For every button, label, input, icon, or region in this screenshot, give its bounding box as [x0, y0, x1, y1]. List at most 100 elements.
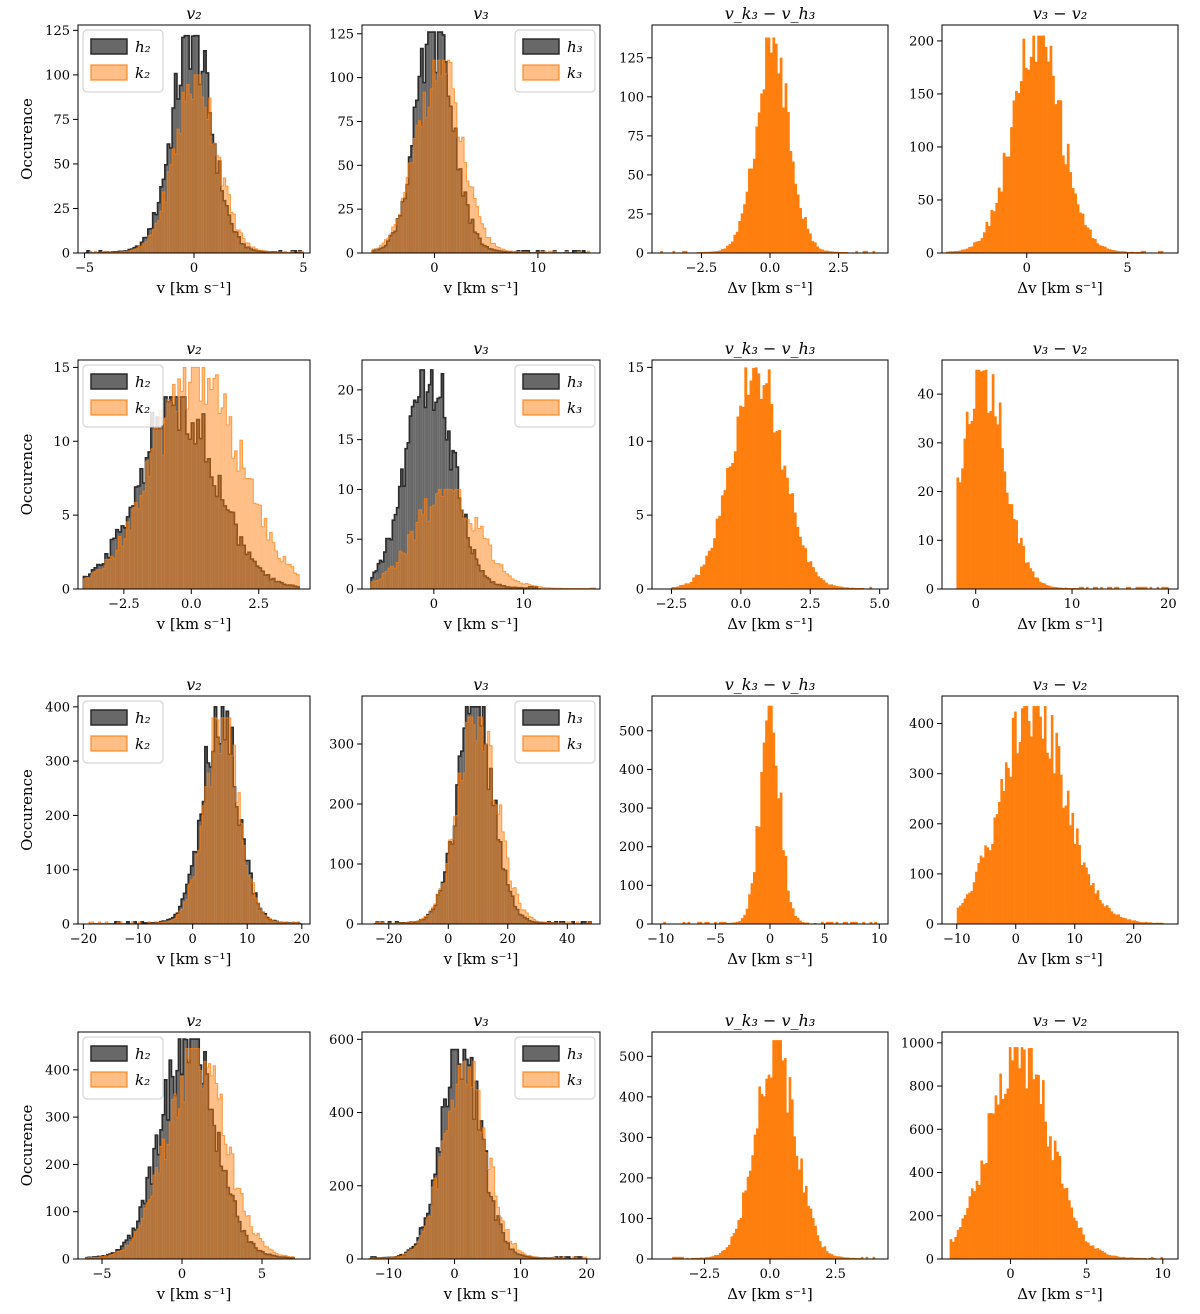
bar: [404, 554, 408, 589]
bar: [194, 367, 197, 589]
bar: [247, 1215, 251, 1259]
y-tick-label: 300: [329, 738, 354, 753]
bar: [493, 243, 496, 253]
y-tick-label: 400: [619, 1090, 644, 1105]
bar: [1113, 1255, 1116, 1259]
y-tick-label: 0: [62, 918, 70, 933]
bar: [150, 234, 153, 253]
bar: [488, 544, 492, 589]
bar: [1064, 587, 1068, 589]
bar: [726, 245, 729, 253]
bar: [723, 921, 727, 924]
x-axis-label: v [km s⁻¹]: [156, 1285, 232, 1303]
bar: [1039, 1104, 1043, 1259]
bar: [298, 251, 302, 253]
panel-title: v_k₃ − v_h₃: [725, 4, 815, 23]
bar: [985, 1162, 988, 1259]
bar: [1022, 38, 1026, 253]
bar: [740, 213, 744, 253]
bar: [97, 1257, 100, 1259]
bar: [186, 84, 190, 253]
bar: [436, 894, 440, 924]
bar: [676, 1256, 680, 1259]
bar: [963, 438, 967, 589]
bar: [516, 1249, 519, 1259]
bar: [1053, 1140, 1057, 1259]
bar: [488, 237, 491, 253]
bar: [706, 921, 710, 924]
bar: [970, 246, 974, 253]
bar: [146, 1203, 149, 1259]
bar: [409, 1249, 413, 1259]
bar: [480, 1132, 483, 1259]
bar: [700, 566, 703, 589]
bar: [425, 117, 428, 253]
x-axis-label: Δv [km s⁻¹]: [1017, 950, 1103, 968]
bar: [164, 418, 168, 589]
bar: [418, 509, 422, 589]
bar: [784, 83, 788, 253]
bar: [138, 921, 141, 924]
bar: [1108, 908, 1111, 924]
bar: [840, 586, 844, 589]
series-k: [956, 706, 1164, 924]
bar: [788, 494, 792, 589]
bar: [752, 367, 756, 589]
bar: [845, 921, 848, 924]
bar: [1056, 100, 1060, 253]
bar: [718, 1253, 722, 1259]
bar: [239, 440, 243, 589]
legend-swatch-k: [522, 1071, 560, 1088]
bar: [1154, 922, 1157, 924]
bar: [1156, 586, 1160, 589]
bar: [525, 583, 529, 589]
bar: [865, 250, 868, 253]
bar: [569, 921, 572, 924]
axes-frame: [77, 695, 311, 925]
bar: [157, 220, 160, 253]
bar: [259, 250, 263, 253]
bar: [1034, 61, 1038, 253]
panel-title: v₃ − v₂: [1033, 339, 1087, 358]
bar: [728, 922, 732, 924]
bar: [1161, 586, 1164, 589]
bar: [501, 831, 505, 924]
bar: [966, 1208, 969, 1259]
bar: [1077, 1227, 1081, 1259]
bar: [1027, 1048, 1031, 1259]
bar: [501, 1220, 505, 1259]
bar: [173, 1094, 177, 1259]
bar: [963, 898, 967, 924]
bar: [854, 921, 858, 924]
bar: [247, 478, 251, 589]
bar: [293, 572, 297, 589]
bar: [1143, 250, 1147, 253]
bar: [388, 1257, 391, 1259]
bar: [547, 922, 551, 924]
bar: [150, 1196, 154, 1259]
bar: [225, 186, 229, 253]
bar: [153, 428, 157, 589]
plot-area: [956, 706, 1164, 924]
bar: [484, 744, 488, 924]
bar: [432, 505, 436, 589]
bar: [269, 251, 272, 253]
bar: [1143, 1257, 1147, 1259]
bar: [872, 1256, 876, 1259]
bar: [987, 1113, 991, 1259]
bar: [671, 586, 675, 589]
bar: [234, 450, 238, 589]
bar: [1005, 492, 1009, 589]
bar: [415, 402, 418, 589]
y-axis-label: Occurence: [18, 98, 36, 180]
bar: [238, 1188, 241, 1259]
bar: [385, 538, 389, 589]
bar: [142, 242, 146, 253]
bar: [1148, 1257, 1152, 1259]
bar: [443, 1133, 447, 1259]
bar: [780, 469, 784, 589]
bar: [528, 916, 531, 924]
bar: [245, 865, 248, 924]
bar: [252, 247, 255, 253]
